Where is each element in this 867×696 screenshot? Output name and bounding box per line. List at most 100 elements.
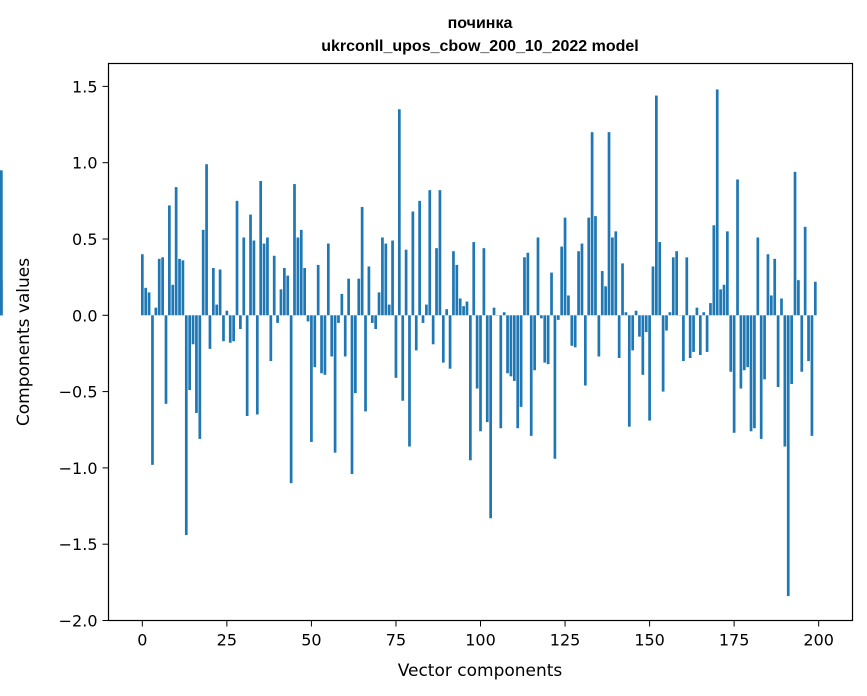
bar-11: [178, 258, 181, 316]
bar-45: [293, 184, 296, 316]
bar-26: [228, 315, 232, 343]
bar-142: [621, 263, 624, 316]
bar-30: [242, 237, 246, 316]
bar-3: [151, 315, 154, 465]
bar-22: [215, 304, 219, 316]
bar-166: [702, 312, 706, 316]
bar-84: [425, 304, 428, 316]
bar-48: [303, 267, 306, 316]
bar-1: [144, 287, 148, 316]
bar-69: [374, 315, 378, 330]
bar-62: [350, 315, 354, 474]
bar-141: [617, 315, 621, 359]
x-tick-label: 100: [465, 631, 496, 650]
bar-28: [235, 200, 239, 316]
bar-160: [682, 315, 685, 362]
bar-147: [638, 315, 641, 337]
bar-134: [594, 216, 597, 316]
bar-199: [813, 281, 817, 316]
bar-75: [394, 315, 398, 378]
bar-70: [377, 292, 381, 316]
bar-155: [665, 315, 668, 331]
bar-90: [445, 309, 449, 316]
plot-frame: [107, 62, 854, 622]
bar-137: [604, 286, 607, 316]
bar-161: [685, 257, 689, 316]
bar-97: [469, 315, 472, 461]
chart-subtitle: ukrconll_upos_cbow_200_10_2022 model: [321, 38, 638, 55]
bar-95: [462, 306, 465, 316]
bar-107: [502, 312, 506, 316]
bar-41: [279, 289, 283, 316]
bar-111: [516, 315, 520, 429]
bar-96: [465, 301, 469, 316]
bar-150: [648, 315, 651, 421]
bar-8: [168, 205, 171, 316]
bar-92: [452, 251, 455, 316]
bar-167: [705, 315, 709, 352]
bar-106: [499, 315, 503, 429]
bar-40: [276, 315, 279, 323]
bar-154: [661, 315, 665, 392]
bar-192: [790, 315, 793, 384]
bar-16: [195, 315, 198, 413]
bar-145: [631, 315, 635, 351]
bar-181: [753, 315, 756, 429]
bar-31: [245, 315, 249, 417]
bar-135: [597, 315, 601, 357]
bar-54: [323, 315, 327, 375]
bar-15: [191, 315, 195, 345]
x-tick-label: 150: [634, 631, 665, 650]
bar-65: [360, 206, 364, 316]
bar-52: [316, 264, 320, 316]
bar-148: [641, 315, 645, 375]
bar-177: [739, 315, 743, 389]
bar-115: [529, 315, 533, 436]
bar-128: [573, 315, 577, 348]
x-tick-label: 175: [719, 631, 750, 650]
bar-51: [313, 315, 317, 368]
bar-13: [184, 315, 188, 536]
bar-108: [506, 315, 509, 374]
bar-36: [262, 243, 266, 316]
bar-72: [384, 243, 388, 316]
bar-89: [441, 315, 445, 363]
bar-5: [157, 258, 161, 316]
x-tick-label: 25: [217, 631, 237, 650]
bar-66: [364, 315, 367, 412]
bar-83: [421, 315, 425, 323]
x-tick-label: 50: [301, 631, 321, 650]
bar-194: [797, 280, 800, 316]
bar-101: [482, 248, 486, 316]
bar-113: [523, 257, 526, 316]
bar-193: [793, 171, 797, 316]
bar-33: [252, 240, 256, 316]
bar-156: [668, 312, 672, 316]
y-axis-ticks: −2.0 −1.5 −1.0 −0.5 0.0 0.5 1.0 1.5: [59, 77, 109, 631]
y-axis-label: Components values: [14, 258, 34, 426]
bar-164: [695, 307, 699, 316]
bar-110: [512, 315, 516, 381]
bar-18: [201, 229, 205, 316]
bar-127: [570, 315, 574, 346]
bar-122: [553, 315, 557, 459]
bar-86: [431, 315, 435, 345]
bar-157: [671, 257, 675, 316]
y-tick-label: −1.0: [59, 459, 98, 478]
bar-63: [354, 315, 357, 394]
bar-179: [746, 315, 750, 368]
bar-119: [543, 315, 547, 363]
bar-94: [458, 298, 462, 316]
bar-21: [211, 267, 215, 316]
bar-29: [239, 315, 242, 330]
bar-78: [404, 249, 408, 316]
bar-151: [651, 266, 655, 316]
bar-87: [435, 248, 438, 316]
bar-82: [418, 200, 421, 316]
bar-116: [533, 315, 536, 371]
bar-77: [401, 315, 405, 401]
bar-163: [692, 315, 695, 352]
y-tick-label: 1.0: [72, 154, 97, 173]
bar-175: [732, 315, 736, 433]
bar-35: [259, 181, 263, 316]
